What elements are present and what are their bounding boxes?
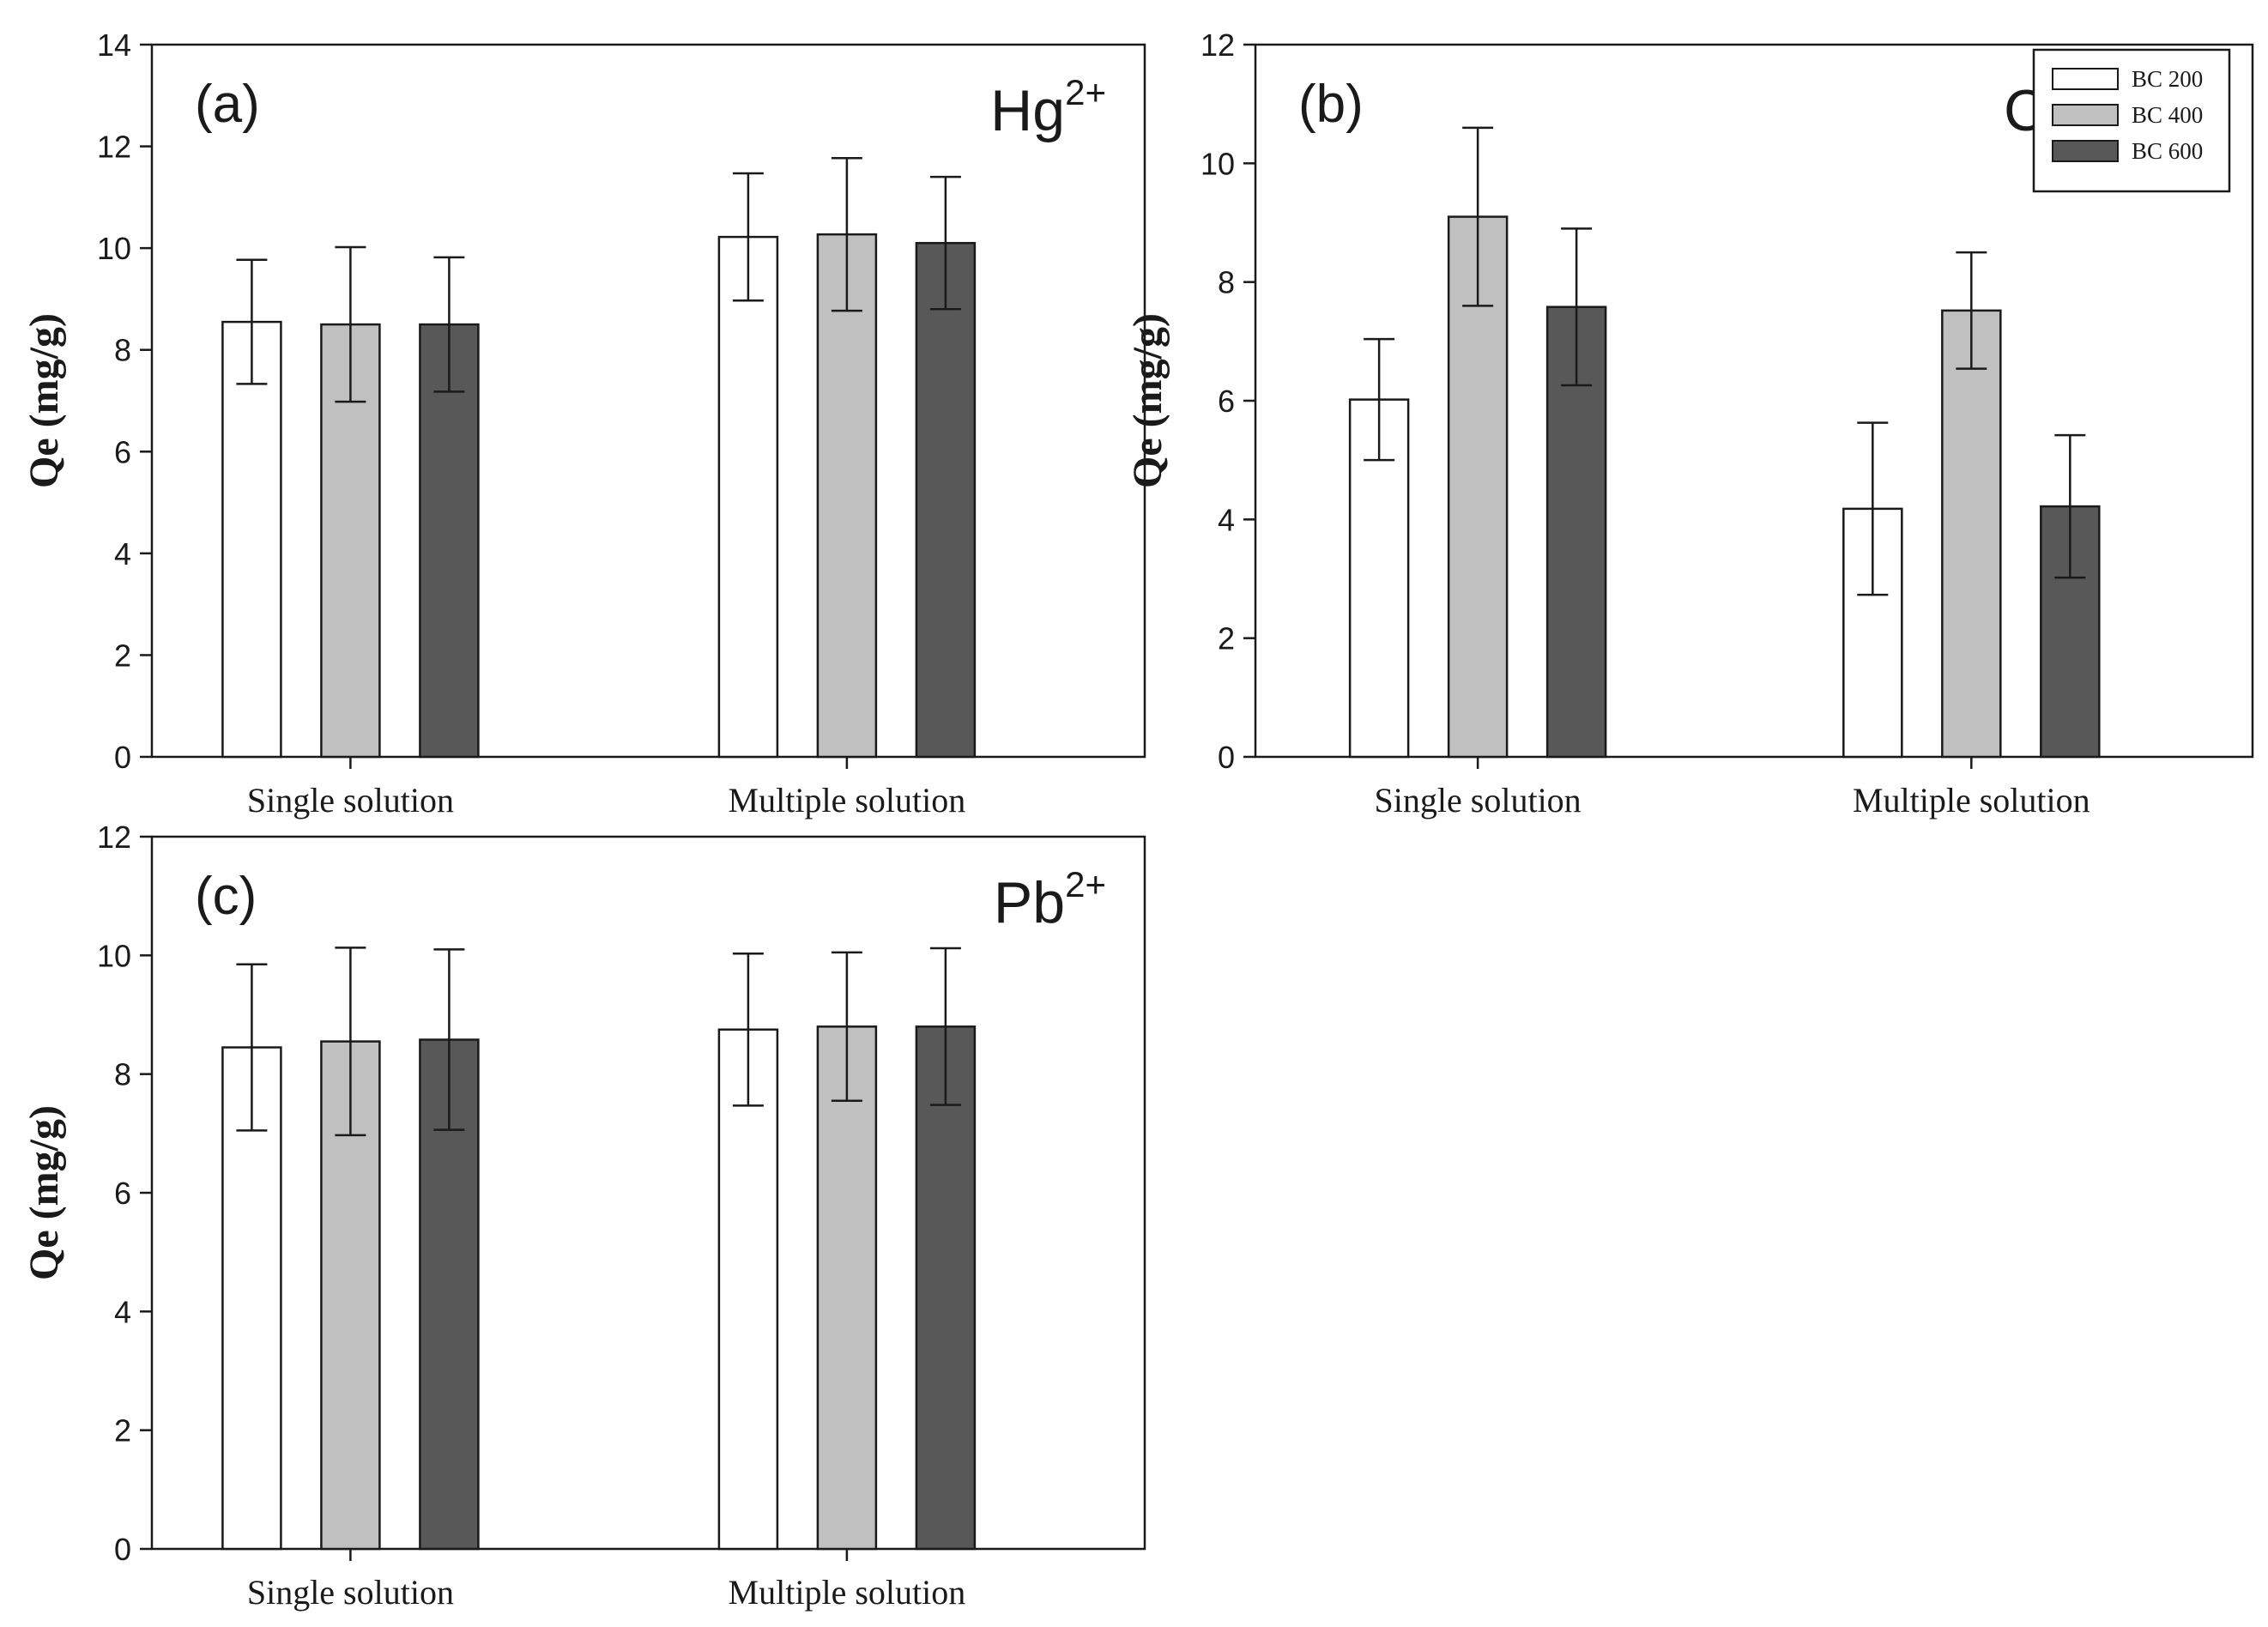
- y-tick-label: 8: [114, 333, 131, 368]
- y-tick-label: 0: [114, 740, 131, 775]
- error-bar: [433, 948, 465, 1131]
- x-tick-label: Multiple solution: [1853, 781, 2090, 820]
- y-tick-label: 10: [97, 231, 131, 266]
- y-axis-label: Qe (mg/g): [1125, 313, 1170, 488]
- legend: BC 200 BC 400 BC 600: [2032, 48, 2231, 193]
- panel-label: (a): [195, 75, 260, 134]
- ion-label: Hg2+: [990, 72, 1106, 143]
- chart-panel-3: 0 2 4 6 8 10 12 Qe (mg/g) Single solution Multipl…: [21, 820, 1146, 1612]
- y-tick-label: 10: [1201, 146, 1235, 181]
- error-bar: [831, 951, 862, 1103]
- error-bar: [335, 245, 366, 403]
- y-tick-label: 2: [1218, 621, 1235, 656]
- bar-bc600-multiple: [915, 241, 977, 759]
- bar-bc200-multiple: [717, 1028, 779, 1551]
- y-tick-label: 8: [1218, 265, 1235, 300]
- x-tick-label: Multiple solution: [729, 781, 966, 820]
- error-bar: [1364, 337, 1395, 462]
- legend-swatch-bc600: [2052, 140, 2119, 162]
- error-bar: [433, 256, 465, 393]
- y-tick-label: 6: [1218, 384, 1235, 419]
- error-bar: [1561, 227, 1593, 387]
- error-bar: [732, 172, 764, 302]
- bar-bc200-single: [221, 320, 282, 759]
- y-tick-label: 12: [97, 130, 131, 165]
- ion-label-charge: 2+: [1065, 72, 1106, 112]
- y-axis-label: Qe (mg/g): [21, 313, 67, 488]
- chart-panel-1: 0 2 4 6 8 10 12 14 Qe (mg/g) Single solution Multi…: [21, 27, 1146, 820]
- x-tick-label: Single solution: [1375, 781, 1582, 820]
- y-tick-label: 4: [114, 1294, 131, 1329]
- y-tick-label: 12: [1201, 27, 1235, 63]
- x-tick-label: Multiple solution: [729, 1573, 966, 1612]
- error-bar: [1462, 126, 1494, 307]
- bar-bc400-multiple: [816, 1025, 878, 1551]
- y-tick-label: 10: [97, 938, 131, 973]
- y-axis-label: Qe (mg/g): [21, 1105, 67, 1280]
- ion-label-base: Hg: [990, 78, 1065, 143]
- error-bar: [929, 175, 961, 311]
- legend-label: BC 200: [2132, 66, 2203, 92]
- ion-label: Pb2+: [994, 864, 1106, 935]
- error-bar: [831, 156, 862, 312]
- y-tick-label: 4: [114, 536, 131, 572]
- ion-label-base: Pb: [994, 870, 1065, 935]
- error-bar: [335, 947, 366, 1137]
- y-tick-label: 14: [97, 27, 131, 63]
- legend-label: BC 600: [2132, 138, 2203, 164]
- plot-frame: [150, 835, 1146, 1551]
- error-bar: [1857, 421, 1889, 596]
- y-tick-label: 4: [1218, 502, 1235, 537]
- y-tick-label: 0: [114, 1532, 131, 1567]
- bar-bc400-multiple: [1941, 309, 2002, 759]
- error-bar: [236, 963, 268, 1132]
- error-bar: [1956, 251, 1987, 370]
- y-tick-label: 2: [114, 638, 131, 673]
- error-bar: [2054, 433, 2086, 579]
- legend-swatch-bc200: [2052, 68, 2119, 90]
- y-tick-label: 0: [1218, 740, 1235, 775]
- y-tick-label: 6: [114, 1176, 131, 1211]
- x-tick-label: Single solution: [247, 1573, 454, 1612]
- y-tick-label: 6: [114, 434, 131, 469]
- error-bar: [732, 953, 764, 1107]
- bar-bc600-single: [419, 323, 480, 759]
- ion-label-charge: 2+: [1065, 864, 1106, 904]
- plot-frame: [150, 43, 1146, 759]
- panel-label: (c): [195, 867, 257, 926]
- y-tick-label: 8: [114, 1057, 131, 1092]
- y-tick-label: 2: [114, 1413, 131, 1449]
- x-tick-label: Single solution: [247, 781, 454, 820]
- legend-label: BC 400: [2132, 102, 2203, 128]
- legend-swatch-bc400: [2052, 104, 2119, 126]
- error-bar: [929, 947, 961, 1106]
- bar-bc600-multiple: [915, 1025, 977, 1551]
- y-tick-label: 12: [97, 820, 131, 855]
- panel-label: (b): [1298, 75, 1364, 134]
- error-bar: [236, 258, 268, 385]
- bar-bc200-multiple: [717, 235, 779, 759]
- bar-bc400-multiple: [816, 233, 878, 759]
